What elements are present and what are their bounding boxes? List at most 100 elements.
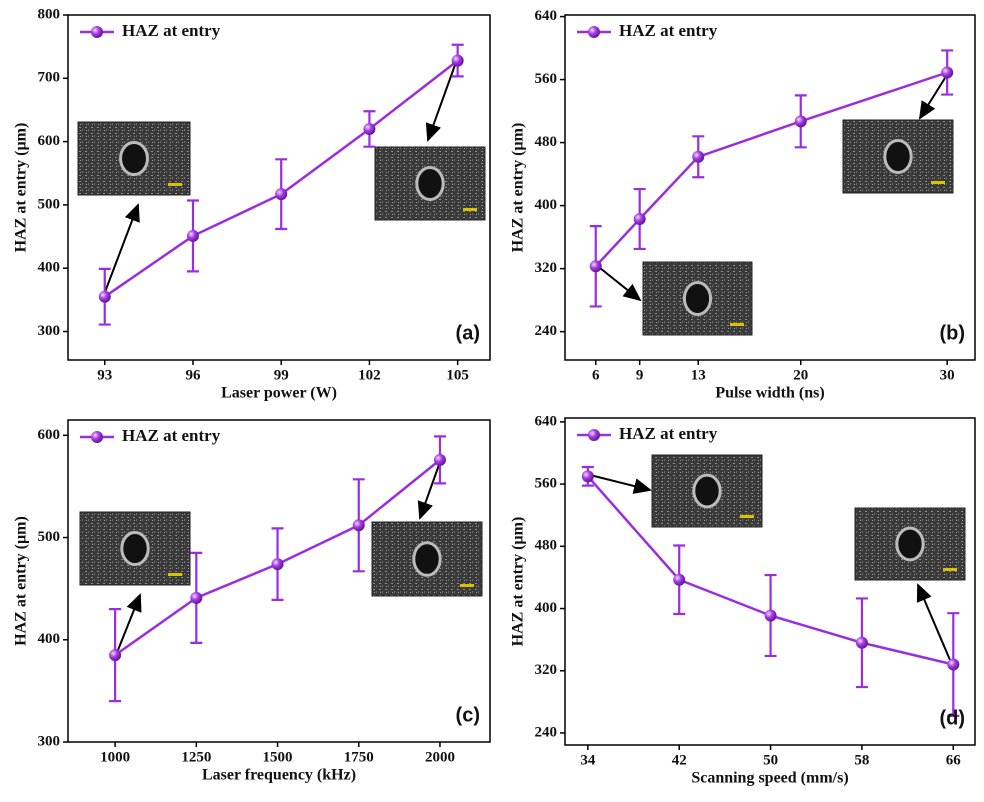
x-tick-label: 42	[672, 752, 687, 768]
data-point	[581, 470, 594, 483]
data-point	[433, 453, 446, 466]
y-tick-label: 800	[38, 6, 61, 22]
y-tick-label: 500	[38, 529, 61, 545]
data-point	[190, 591, 203, 604]
arrow	[417, 461, 441, 520]
data-point	[98, 290, 111, 303]
y-axis-label: HAZ at entry (µm)	[510, 517, 527, 647]
scale-bar	[460, 584, 474, 587]
arrow	[425, 64, 456, 142]
legend-marker	[91, 26, 103, 38]
x-tick-label: 1000	[100, 749, 130, 765]
scale-bar	[730, 323, 744, 326]
plot-frame	[564, 14, 976, 361]
panel-label: (c)	[456, 704, 480, 726]
x-axis-label: Scanning speed (mm/s)	[691, 770, 848, 787]
arrow	[916, 583, 951, 661]
y-tick-label: 400	[535, 197, 558, 213]
scale-bar	[931, 181, 945, 184]
x-tick-label: 66	[946, 752, 962, 768]
x-tick-label: 102	[358, 367, 381, 383]
legend-label: HAZ at entry	[619, 424, 718, 443]
arrow	[589, 474, 652, 494]
x-tick-label: 30	[940, 367, 955, 383]
x-tick-label: 34	[580, 752, 596, 768]
arrow	[918, 77, 946, 120]
scale-bar	[943, 568, 957, 571]
panel-label: (b)	[939, 322, 965, 344]
legend-label: HAZ at entry	[122, 426, 221, 445]
data-point	[109, 649, 122, 662]
data-point	[271, 558, 284, 571]
panel-label: (a)	[456, 322, 480, 344]
legend-label: HAZ at entry	[122, 21, 221, 40]
arrow	[599, 267, 642, 302]
x-tick-label: 1500	[263, 749, 293, 765]
x-tick-label: 13	[691, 367, 706, 383]
data-point	[673, 573, 686, 586]
data-point	[275, 188, 288, 201]
data-point	[451, 54, 464, 67]
y-tick-label: 560	[535, 71, 558, 87]
data-point	[352, 519, 365, 532]
y-axis-label: HAZ at entry (µm)	[13, 516, 30, 646]
y-tick-label: 600	[38, 427, 61, 443]
x-tick-label: 1250	[181, 749, 211, 765]
data-point	[633, 213, 646, 226]
x-tick-label: 1750	[344, 749, 374, 765]
x-tick-label: 105	[446, 367, 469, 383]
micrograph-hole	[119, 140, 149, 177]
y-tick-label: 320	[535, 260, 558, 276]
y-tick-label: 700	[38, 70, 61, 86]
y-tick-label: 400	[38, 260, 61, 276]
x-tick-label: 99	[274, 367, 289, 383]
legend-marker	[91, 431, 103, 443]
x-tick-label: 58	[854, 752, 869, 768]
plot-frame	[67, 419, 491, 743]
scale-bar	[168, 183, 182, 186]
y-tick-label: 320	[535, 662, 558, 678]
data-point	[947, 658, 960, 671]
scale-bar	[740, 515, 754, 518]
y-tick-label: 480	[535, 134, 558, 150]
y-tick-label: 560	[535, 476, 558, 492]
data-point	[855, 636, 868, 649]
y-tick-label: 500	[38, 196, 61, 212]
micrograph-hole	[412, 541, 442, 577]
y-tick-label: 600	[38, 133, 61, 149]
x-axis-label: Laser power (W)	[221, 385, 337, 402]
data-point	[186, 229, 199, 242]
micrograph-hole	[120, 530, 150, 567]
micrograph-hole	[895, 526, 925, 562]
x-tick-label: 2000	[425, 749, 455, 765]
y-axis-label: HAZ at entry (µm)	[13, 123, 30, 253]
data-point	[764, 609, 777, 622]
y-tick-label: 640	[535, 8, 558, 24]
x-tick-label: 20	[793, 367, 808, 383]
micrograph-hole	[682, 280, 713, 317]
y-tick-label: 240	[535, 323, 558, 339]
data-point	[692, 150, 705, 163]
y-tick-label: 240	[535, 724, 558, 740]
data-point	[589, 260, 602, 273]
scale-bar	[463, 208, 477, 211]
x-axis-label: Pulse width (ns)	[715, 385, 824, 402]
panel-label: (d)	[939, 707, 965, 729]
micrograph-hole	[692, 473, 722, 509]
data-point	[941, 66, 954, 79]
legend-marker	[588, 429, 600, 441]
legend-label: HAZ at entry	[619, 21, 718, 40]
scale-bar	[168, 573, 182, 576]
x-axis-label: Laser frequency (kHz)	[202, 767, 356, 784]
x-tick-label: 96	[185, 367, 201, 383]
y-tick-label: 480	[535, 538, 558, 554]
micrograph-hole	[883, 138, 913, 175]
plot-frame	[67, 14, 491, 361]
x-tick-label: 93	[97, 367, 112, 383]
y-tick-label: 640	[535, 413, 558, 429]
y-tick-label: 300	[38, 733, 61, 749]
y-tick-label: 300	[38, 323, 61, 339]
y-axis-label: HAZ at entry (µm)	[510, 123, 527, 253]
micrograph-hole	[415, 165, 445, 202]
